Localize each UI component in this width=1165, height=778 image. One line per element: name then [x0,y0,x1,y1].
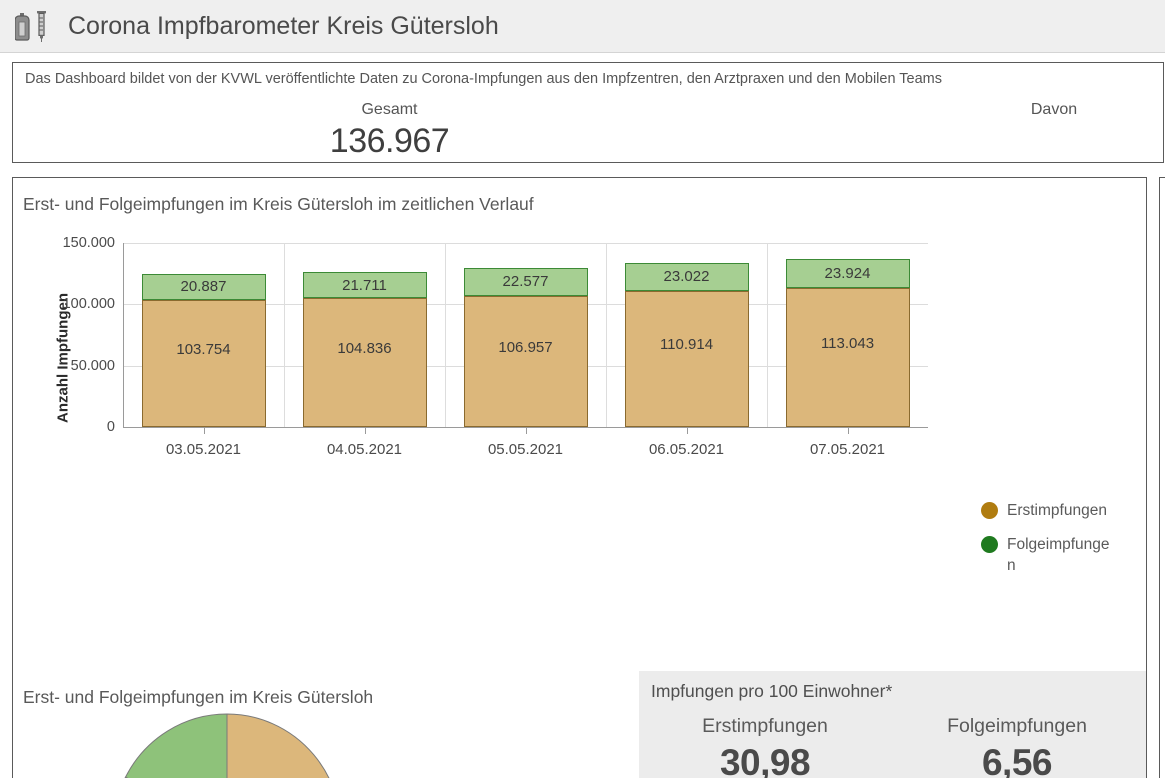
bar-segment-erstimpfungen[interactable]: 104.836 [302,298,427,427]
timeline-legend: Erstimpfungen Folgeimpfungen [981,500,1131,589]
x-axis-tick-mark [203,428,205,434]
stats-panel-title: Impfungen pro 100 Einwohner* [651,681,893,701]
donut-slice-folgeimpfung[interactable] [124,713,228,778]
y-axis-tick-label: 100.000 [62,296,115,313]
donut-chart-title: Erst- und Folgeimpfungen im Kreis Güters… [23,687,374,707]
timeline-chart: Anzahl Impfungen 0 50.000 100.000 150.000 10… [23,233,1136,473]
stat-folgeimpfungen-value: 6,56 [981,742,1053,778]
kpi-davon: Davon [943,99,1163,121]
bar-value-label: 22.577 [502,273,549,291]
y-axis-tick-label: 150.000 [62,235,115,251]
right-panel-sliver [1159,177,1165,778]
legend-dot-folgeimpfungen-icon [981,536,998,553]
x-axis-tick-label: 05.05.2021 [487,441,564,458]
bar-segment-erstimpfungen[interactable]: 103.754 [141,299,266,427]
stat-erstimpfungen-value: 30,98 [719,742,811,778]
bar-group[interactable]: 110.914 23.022 [624,243,749,427]
legend-dot-erstimpfungen-icon [981,502,998,519]
bar-segment-erstimpfungen[interactable]: 110.914 [624,290,749,427]
x-axis-tick-label: 06.05.2021 [648,441,725,458]
bar-group[interactable]: 106.957 22.577 [463,243,588,427]
bar-value-label: 106.957 [498,338,553,356]
x-axis-tick-label: 04.05.2021 [326,441,403,458]
bar-value-label: 20.887 [180,278,227,296]
dashboard-description: Das Dashboard bildet von der KVWL veröff… [25,71,942,87]
panel-separator [767,243,768,427]
bar-value-label: 104.836 [337,340,392,358]
panel-separator [606,243,607,427]
bar-group[interactable]: 103.754 20.887 [141,243,266,427]
bar-group[interactable]: 104.836 21.711 [302,243,427,427]
x-axis-line [123,427,928,428]
per-100-inhabitants-panel: Impfungen pro 100 Einwohner* Erstimpfung… [639,671,1146,778]
kpi-gesamt-label: Gesamt [361,101,418,118]
main-card: Erst- und Folgeimpfungen im Kreis Güters… [12,177,1147,778]
panel-separator [445,243,446,427]
x-axis-tick-mark [847,428,849,434]
x-axis-tick-label: 07.05.2021 [809,441,886,458]
x-axis-tick-mark [686,428,688,434]
stat-erstimpfungen: Erstimpfungen 30,98 pro 100 Einwohner [647,713,883,778]
stat-folgeimpfungen: Folgeimpfungen 6,56 pro 100 Einwohner [899,713,1135,778]
bar-segment-folgeimpfungen[interactable]: 20.887 [141,274,266,300]
bar-value-label: 23.924 [824,265,871,283]
bar-value-label: 103.754 [176,340,231,358]
bar-segment-erstimpfungen[interactable]: 113.043 [785,288,910,427]
bar-value-label: 21.711 [342,276,387,294]
bar-segment-erstimpfungen[interactable]: 106.957 [463,295,588,427]
y-axis-tick-label: 50.000 [70,357,115,374]
kpi-davon-label: Davon [1030,101,1078,118]
bar-segment-folgeimpfungen[interactable]: 21.711 [302,271,427,299]
vaccine-vial-syringe-icon [12,6,56,46]
kpi-gesamt-value: 136.967 [329,122,450,160]
bar-value-label: 113.043 [820,335,875,353]
bar-value-label: 110.914 [659,336,714,354]
stat-folgeimpfungen-head: Folgeimpfungen [947,715,1087,737]
kpi-gesamt: Gesamt 136.967 [277,99,502,161]
panel-separator [284,243,285,427]
gridline [123,243,928,244]
app-header: Corona Impfbarometer Kreis Gütersloh [0,0,1165,53]
donut-slice-erstimpfung[interactable] [113,713,341,778]
bar-segment-folgeimpfungen[interactable]: 22.577 [463,268,588,296]
info-card: Das Dashboard bildet von der KVWL veröff… [12,62,1164,163]
x-axis-tick-mark [525,428,527,434]
bar-segment-folgeimpfungen[interactable]: 23.924 [785,259,910,289]
x-axis-tick-mark [364,428,366,434]
donut-chart [111,712,343,778]
y-axis-line [123,243,124,427]
bar-segment-folgeimpfungen[interactable]: 23.022 [624,262,749,291]
legend-item-folgeimpfungen: Folgeimpfungen [981,534,1131,576]
x-axis-tick-label: 03.05.2021 [165,441,242,458]
legend-item-erstimpfungen: Erstimpfungen [981,500,1131,521]
y-axis-tick-label: 0 [106,419,115,435]
bar-value-label: 23.022 [663,268,710,286]
page-title: Corona Impfbarometer Kreis Gütersloh [68,11,499,40]
timeline-chart-title: Erst- und Folgeimpfungen im Kreis Güters… [23,194,534,214]
legend-label-folgeimpfungen: Folgeimpfungen [1007,536,1110,574]
stat-erstimpfungen-head: Erstimpfungen [702,715,828,737]
legend-label-erstimpfungen: Erstimpfungen [1007,502,1107,519]
bar-group[interactable]: 113.043 23.924 [785,243,910,427]
